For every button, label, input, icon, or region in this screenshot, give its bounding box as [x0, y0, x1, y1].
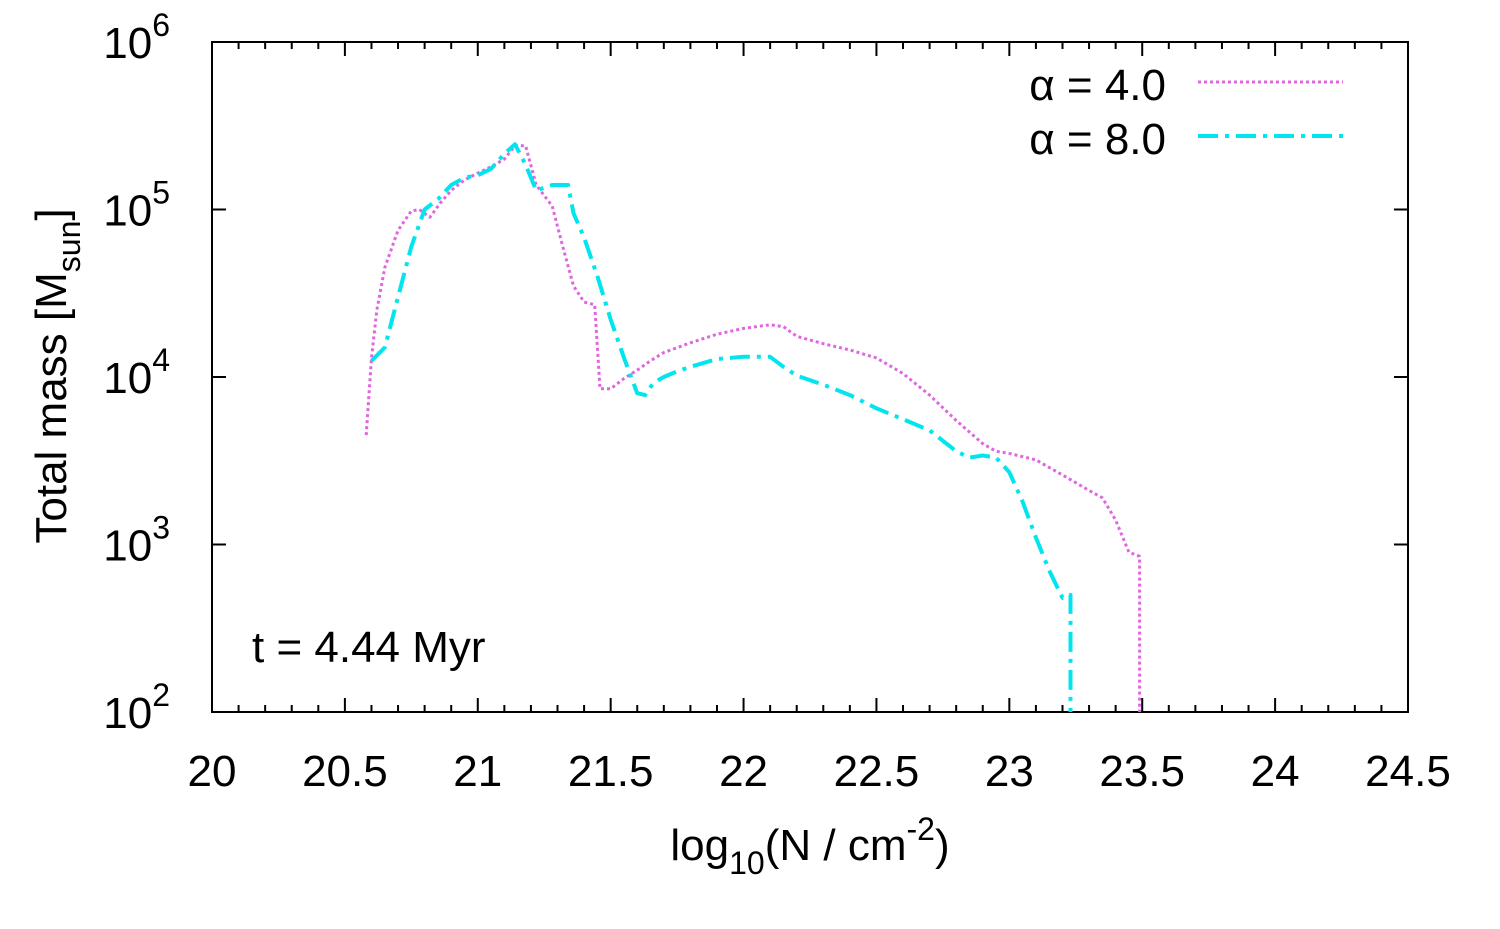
y-tick-labels: 102 103 104 105 106 — [103, 7, 170, 738]
x-axis-label: log10(N / cm-2) — [670, 811, 949, 881]
y-tick-label: 106 — [103, 7, 170, 68]
x-tick-label: 23.5 — [1099, 747, 1185, 796]
x-tick-label: 21 — [453, 747, 502, 796]
x-tick-label: 24.5 — [1365, 747, 1451, 796]
legend: α = 4.0 α = 8.0 — [1029, 61, 1343, 164]
legend-label-alpha-4: α = 4.0 — [1029, 61, 1166, 110]
x-tick-label: 22 — [719, 747, 768, 796]
series-line-0 — [364, 144, 1142, 712]
y-tick-label: 105 — [103, 175, 170, 236]
y-tick-label: 103 — [103, 510, 170, 571]
x-tick-label: 20.5 — [302, 747, 388, 796]
y-tick-label: 102 — [103, 677, 170, 738]
x-tick-label: 22.5 — [834, 747, 920, 796]
x-tick-label: 23 — [985, 747, 1034, 796]
y-tick-label: 104 — [103, 342, 170, 403]
x-tick-labels: 20 20.5 21 21.5 22 22.5 23 23.5 24 24.5 — [188, 747, 1451, 796]
x-tick-label: 21.5 — [568, 747, 654, 796]
time-annotation: t = 4.44 Myr — [252, 623, 486, 672]
y-axis-label: Total mass [Msun] — [27, 208, 87, 543]
series-line-1 — [370, 142, 1073, 712]
x-tick-label: 20 — [188, 747, 237, 796]
tick-marks — [211, 41, 1409, 713]
legend-label-alpha-8: α = 8.0 — [1029, 115, 1166, 164]
x-tick-label: 24 — [1251, 747, 1300, 796]
plot-frame — [211, 41, 1409, 713]
plot-border — [211, 41, 1409, 713]
series-layer — [364, 142, 1142, 712]
